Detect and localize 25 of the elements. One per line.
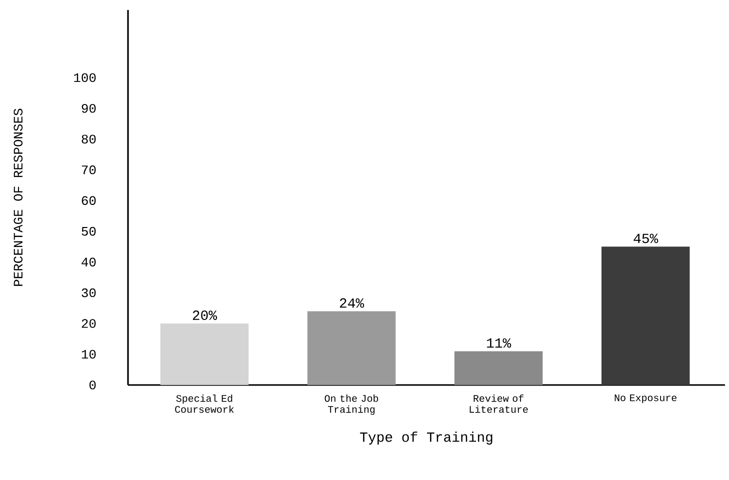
- y-tick-label: 70: [82, 165, 96, 174]
- data-label: 20%: [192, 310, 218, 320]
- y-tick-label: 60: [82, 196, 96, 205]
- bar: [454, 351, 543, 385]
- y-axis-title: PERCENTAGE OF RESPONSES: [14, 108, 23, 286]
- x-tick-label: On the Job Training: [324, 394, 378, 415]
- x-tick-label: Review of Literature: [470, 394, 528, 413]
- x-axis-title: Type of Training: [360, 432, 492, 445]
- bar: [160, 324, 249, 385]
- y-tick-label: 90: [82, 104, 96, 113]
- bar: [307, 311, 396, 385]
- y-tick-label: 10: [82, 350, 96, 359]
- y-tick-label: 30: [82, 288, 96, 298]
- y-tick-label: 50: [82, 226, 96, 236]
- data-label: 24%: [340, 298, 364, 308]
- x-tick-label: Special Ed Coursework: [175, 394, 234, 413]
- y-tick-label: 20: [82, 319, 96, 328]
- data-label: 11%: [487, 338, 512, 348]
- data-label: 45%: [634, 234, 658, 244]
- y-tick-label: 40: [82, 258, 96, 266]
- bar: [601, 246, 690, 385]
- y-tick-label: 100: [74, 73, 96, 82]
- y-tick-label: 0: [89, 380, 96, 390]
- x-tick-label: No Exposure: [614, 394, 676, 404]
- y-tick-label: 80: [82, 134, 96, 144]
